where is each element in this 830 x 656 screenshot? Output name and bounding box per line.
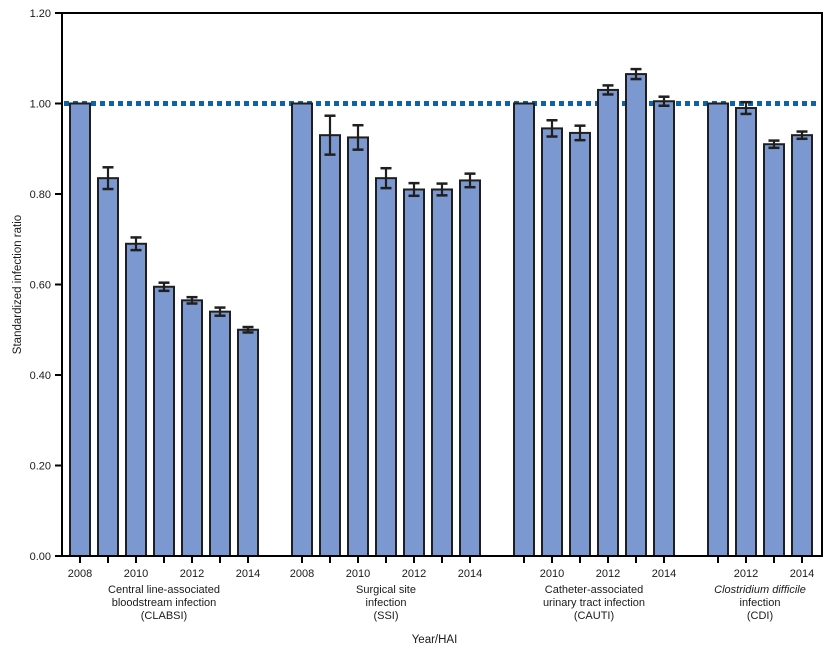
group-label-ssi: Surgical site infection (SSI) — [356, 584, 416, 622]
error-bar-ssi-2010 — [352, 123, 364, 151]
error-bar-ssi-2011 — [380, 166, 392, 190]
x-tick-label-2010: 2010 — [346, 568, 370, 580]
bar-cdi-2011 — [707, 102, 729, 557]
error-bar-cauti-2011 — [574, 124, 586, 142]
error-bar-ssi-2012 — [408, 181, 420, 198]
group-label-clabsi: Central line-associated bloodstream infec… — [108, 584, 220, 622]
x-tick-label-2012: 2012 — [734, 568, 758, 580]
bar-cdi-2012 — [735, 107, 757, 558]
error-bar-clabsi-2013 — [214, 306, 226, 317]
error-bar-ssi-2014 — [464, 172, 476, 189]
y-tick-label-0.20: 0.20 — [30, 461, 51, 473]
x-tick-label-2012: 2012 — [596, 568, 620, 580]
bar-clabsi-2009 — [97, 177, 119, 557]
x-tick-label-2014: 2014 — [652, 568, 676, 580]
error-bar-clabsi-2010 — [130, 236, 142, 252]
bar-ssi-2014 — [459, 179, 481, 558]
bar-cauti-2010 — [541, 127, 563, 557]
bar-clabsi-2013 — [209, 310, 231, 557]
bar-cdi-2013 — [763, 143, 785, 557]
error-bar-clabsi-2012 — [186, 295, 198, 305]
bar-clabsi-2011 — [153, 285, 175, 557]
bar-ssi-2008 — [291, 102, 313, 557]
bar-ssi-2013 — [431, 188, 453, 557]
y-tick-label-1.00: 1.00 — [30, 99, 51, 111]
bar-ssi-2010 — [347, 136, 369, 557]
bar-cauti-2012 — [597, 88, 619, 558]
x-axis-title: Year/HAI — [411, 634, 458, 646]
error-bar-cauti-2013 — [630, 67, 642, 81]
error-bar-cauti-2014 — [658, 95, 670, 108]
x-tick-label-2014: 2014 — [790, 568, 814, 580]
x-tick-label-2014: 2014 — [236, 568, 260, 580]
bar-cauti-2014 — [653, 100, 675, 558]
bar-clabsi-2008 — [69, 102, 91, 557]
x-tick-label-2010: 2010 — [124, 568, 148, 580]
x-tick-label-2014: 2014 — [458, 568, 482, 580]
bar-clabsi-2014 — [237, 328, 259, 557]
y-tick-label-0.00: 0.00 — [30, 551, 51, 563]
y-tick-label-0.80: 0.80 — [30, 189, 51, 201]
error-bar-ssi-2013 — [436, 182, 448, 197]
y-axis-title: Standardized infection ratio — [12, 214, 24, 355]
x-tick-label-2008: 2008 — [68, 568, 92, 580]
bar-ssi-2009 — [319, 134, 341, 558]
error-bar-cdi-2012 — [740, 100, 752, 116]
bar-cauti-2011 — [569, 131, 591, 557]
error-bar-clabsi-2011 — [158, 281, 170, 293]
y-tick-label-0.60: 0.60 — [30, 280, 51, 292]
x-tick-label-2012: 2012 — [180, 568, 204, 580]
x-tick-label-2012: 2012 — [402, 568, 426, 580]
error-bar-cauti-2010 — [546, 118, 558, 138]
bar-ssi-2012 — [403, 188, 425, 557]
group-label-cauti: Catheter-associated urinary tract infecti… — [543, 584, 645, 622]
bar-cauti-2013 — [625, 73, 647, 558]
bar-cdi-2014 — [791, 134, 813, 558]
error-bar-cdi-2014 — [796, 130, 808, 141]
y-tick-label-1.20: 1.20 — [30, 8, 51, 20]
bar-ssi-2011 — [375, 177, 397, 557]
error-bar-cdi-2013 — [768, 139, 780, 150]
group-label-cdi: Clostridium difficile infection (CDI) — [714, 584, 806, 622]
x-tick-label-2008: 2008 — [290, 568, 314, 580]
error-bar-clabsi-2009 — [102, 166, 114, 191]
y-tick-label-0.40: 0.40 — [30, 370, 51, 382]
bar-clabsi-2010 — [125, 242, 147, 557]
error-bar-clabsi-2014 — [242, 325, 254, 334]
error-bar-ssi-2009 — [324, 114, 336, 156]
bar-clabsi-2012 — [181, 299, 203, 557]
bar-cauti-2009 — [513, 102, 535, 557]
x-tick-label-2010: 2010 — [540, 568, 564, 580]
error-bar-cauti-2012 — [602, 84, 614, 96]
